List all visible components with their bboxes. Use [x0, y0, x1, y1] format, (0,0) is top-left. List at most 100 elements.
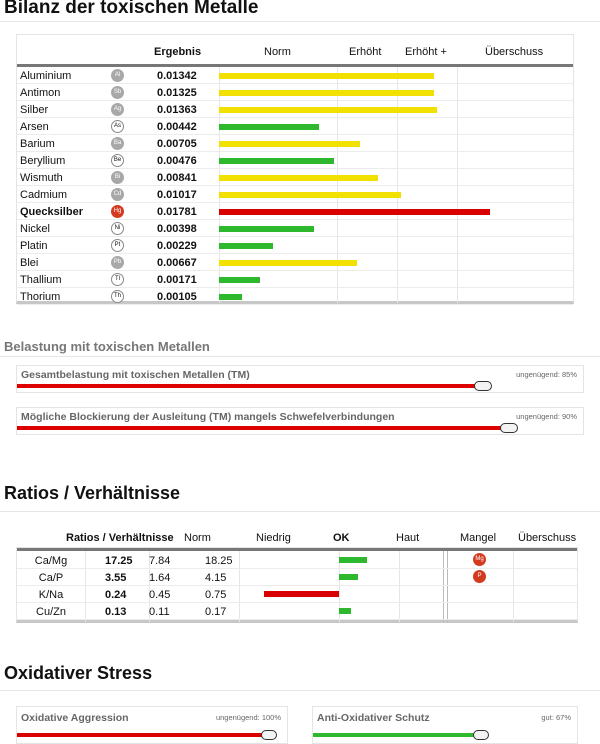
metal-level-bar — [219, 192, 401, 198]
metal-result-value: 0.00667 — [157, 257, 197, 269]
metal-row: Thorium Th 0.00105 — [17, 288, 573, 305]
ratio-deviation-bar — [339, 574, 358, 580]
ratio-row: Ca/Mg 17.25 7.84 18.25 Mg — [17, 552, 577, 569]
ratio-norm-high: 0.17 — [205, 606, 227, 618]
load-section-title: Belastung mit toxischen Metallen — [4, 339, 210, 354]
metal-row: Nickel Ni 0.00398 — [17, 220, 573, 237]
oxidative-gauge-status: ungenügend: 100% — [215, 713, 281, 722]
element-symbol-badge: Tl — [111, 273, 124, 286]
metal-result-value: 0.00105 — [157, 291, 197, 303]
metal-level-bar — [219, 277, 260, 283]
ratio-value: 0.13 — [105, 606, 127, 618]
ratio-row: K/Na 0.24 0.45 0.75 — [17, 586, 577, 603]
metal-level-bar — [219, 294, 242, 300]
metal-name: Barium — [20, 138, 55, 150]
ratio-value: 0.24 — [105, 589, 127, 601]
table-header-rule — [17, 548, 577, 551]
metal-result-value: 0.00841 — [157, 172, 197, 184]
element-symbol-badge: Ba — [111, 137, 124, 150]
oxidative-gauge-bar — [313, 733, 481, 737]
element-symbol-badge: Al — [111, 69, 124, 82]
ratio-deviation-bar — [264, 591, 339, 597]
ratio-norm-low: 0.11 — [149, 606, 170, 618]
grid-line — [239, 551, 240, 622]
metal-level-bar — [219, 141, 360, 147]
metal-row: Aluminium Al 0.01342 — [17, 67, 573, 84]
metal-row: Platin Pt 0.00229 — [17, 237, 573, 254]
ratio-header-ratio: Ratios / Verhältnisse — [66, 532, 174, 544]
ratio-row: Cu/Zn 0.13 0.11 0.17 — [17, 603, 577, 620]
element-symbol-badge: Ag — [111, 103, 124, 116]
element-symbol-badge: As — [111, 120, 124, 133]
metal-level-bar — [219, 175, 378, 181]
metal-result-value: 0.00229 — [157, 240, 197, 252]
metal-name: Cadmium — [20, 189, 68, 201]
oxidative-gauge-knob — [261, 730, 277, 740]
metal-result-value: 0.01342 — [157, 70, 197, 82]
header-elevated: Erhöht — [349, 46, 382, 58]
metal-row: Beryllium Be 0.00476 — [17, 152, 573, 169]
header-excess: Überschuss — [485, 46, 544, 58]
grid-line — [447, 551, 448, 622]
metal-name: Arsen — [20, 121, 49, 133]
ratio-header-deficiency: Mangel — [460, 532, 497, 544]
load-gauge-total: Gesamtbelastung mit toxischen Metallen (… — [16, 365, 584, 393]
load-gauge-knob — [474, 381, 492, 391]
metal-result-value: 0.01363 — [157, 104, 197, 116]
ratio-norm-high: 4.15 — [205, 572, 227, 584]
metal-row: Arsen As 0.00442 — [17, 118, 573, 135]
load-gauge-label: Gesamtbelastung mit toxischen Metallen (… — [21, 369, 250, 381]
metal-level-bar — [219, 209, 490, 215]
element-symbol-badge: Pb — [111, 256, 124, 269]
ratio-header-ok: OK — [333, 532, 350, 544]
header-elevated-plus: Erhöht + — [405, 46, 447, 58]
oxidative-gauge-label: Anti-Oxidativer Schutz — [317, 712, 430, 724]
deficiency-badge: P — [473, 570, 486, 583]
metal-result-value: 0.01781 — [157, 206, 197, 218]
load-gauge-label: Mögliche Blockierung der Ausleitung (TM)… — [21, 411, 395, 423]
metal-name: Thallium — [20, 274, 62, 286]
grid-line — [513, 551, 514, 622]
ratios-table: Ca/Mg 17.25 7.84 18.25 Mg Ca/P 3.55 1.64 4.15 P K/… — [16, 547, 578, 623]
element-symbol-badge: Pt — [111, 239, 124, 252]
metal-name: Blei — [20, 257, 39, 269]
metal-name: Platin — [20, 240, 48, 252]
metal-result-value: 0.01017 — [157, 189, 197, 201]
metal-name: Beryllium — [20, 155, 66, 167]
metal-result-value: 0.01325 — [157, 87, 197, 99]
metals-section-title: Bilanz der toxischen Metalle — [4, 0, 259, 18]
load-gauge-blockage: Mögliche Blockierung der Ausleitung (TM)… — [16, 407, 584, 435]
load-gauge-bar — [17, 384, 482, 388]
ratio-norm-low: 1.64 — [149, 572, 171, 584]
grid-line — [149, 551, 150, 622]
metal-level-bar — [219, 226, 314, 232]
section-divider — [0, 511, 600, 512]
metal-row: Cadmium Cd 0.01017 — [17, 186, 573, 203]
ratio-deviation-bar — [339, 557, 367, 563]
ratio-name: Cu/Zn — [36, 606, 66, 618]
metal-level-bar — [219, 260, 357, 266]
grid-line — [85, 551, 86, 622]
metal-row: Silber Ag 0.01363 — [17, 101, 573, 118]
metal-row: Blei Pb 0.00667 — [17, 254, 573, 271]
ratio-header-norm: Norm — [184, 532, 211, 544]
metal-level-bar — [219, 90, 434, 96]
metal-result-value: 0.00171 — [157, 274, 197, 286]
element-symbol-badge: Sb — [111, 86, 124, 99]
metal-row: Quecksilber Hg 0.01781 — [17, 203, 573, 220]
antioxidative-protection-gauge: Anti-Oxidativer Schutz gut: 67% — [312, 706, 578, 744]
grid-line — [399, 551, 400, 622]
oxidative-gauge-status: gut: 67% — [541, 713, 571, 722]
table-header-rule — [17, 64, 573, 67]
element-symbol-badge: Hg — [111, 205, 124, 218]
ratio-norm-low: 7.84 — [149, 555, 171, 567]
oxidative-section-title: Oxidativer Stress — [4, 663, 153, 683]
oxidative-aggression-gauge: Oxidative Aggression ungenügend: 100% — [16, 706, 288, 744]
ratio-norm-high: 0.75 — [205, 589, 227, 601]
load-gauge-knob — [500, 423, 518, 433]
metal-row: Wismuth Bi 0.00841 — [17, 169, 573, 186]
metal-result-value: 0.00705 — [157, 138, 197, 150]
ratio-norm-high: 18.25 — [205, 555, 233, 567]
metal-result-value: 0.00476 — [157, 155, 197, 167]
ratio-value: 17.25 — [105, 555, 133, 567]
